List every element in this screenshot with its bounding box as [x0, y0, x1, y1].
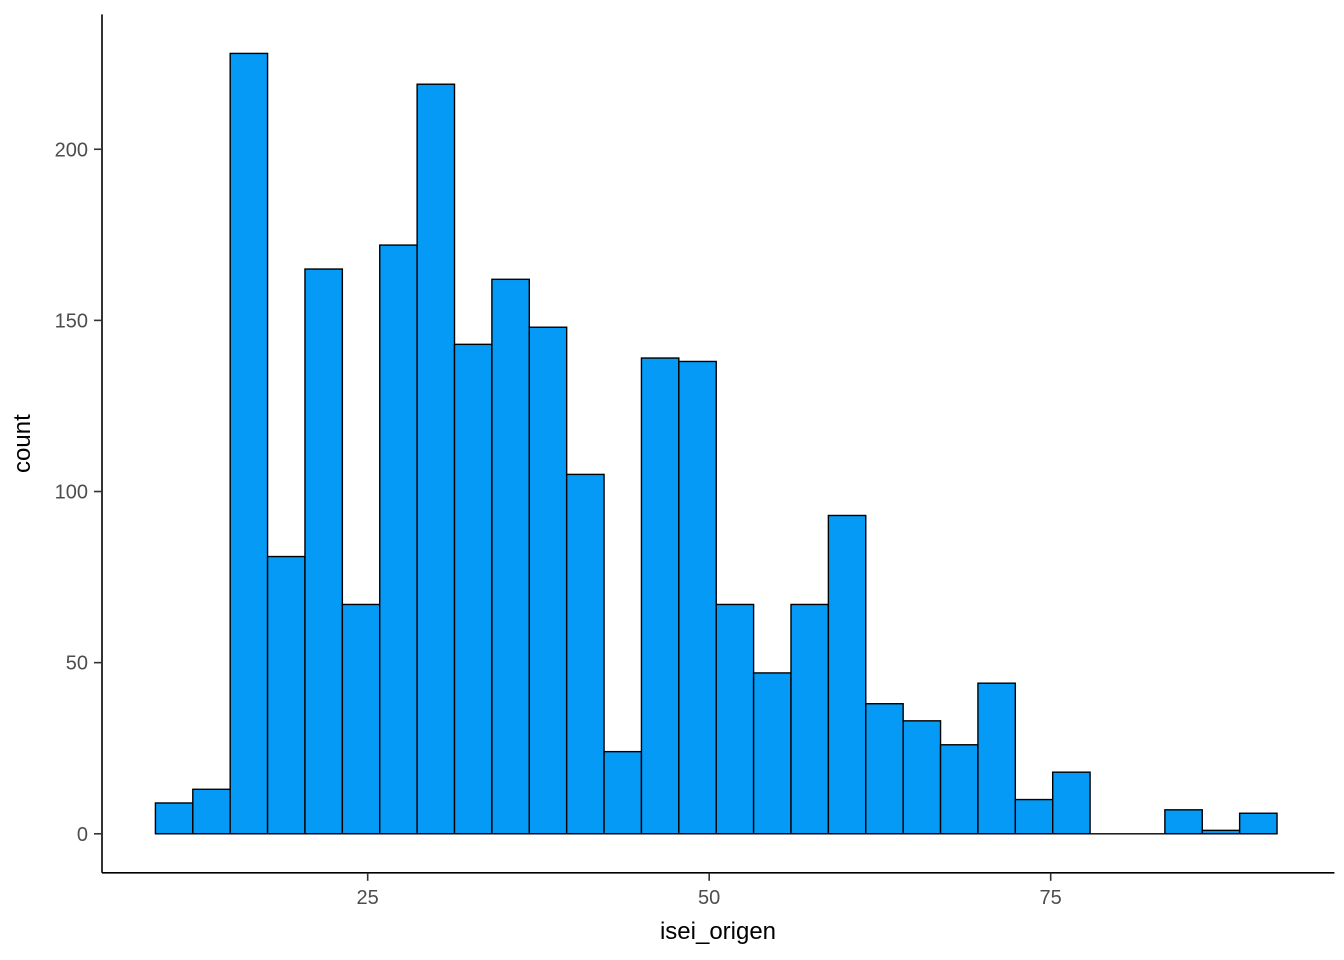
histogram-bar — [416, 83, 456, 835]
y-axis-tick-label: 50 — [66, 653, 88, 675]
histogram-bar — [192, 788, 231, 835]
histogram-bar — [528, 326, 568, 835]
plot-area: 25 50 75 0 50 100 150 200 — [55, 14, 1335, 909]
histogram-bar — [229, 52, 269, 835]
x-axis-title: isei_origen — [660, 918, 776, 945]
x-axis-tick-label: 25 — [357, 887, 379, 909]
histogram-bar — [1051, 771, 1091, 835]
y-axis-tick-label: 100 — [55, 482, 88, 504]
x-axis-tick-label: 75 — [1040, 887, 1062, 909]
histogram-bar — [491, 278, 530, 835]
histogram-bar — [1164, 809, 1203, 835]
histogram-bar — [154, 802, 194, 835]
histogram-bar — [640, 357, 680, 835]
histogram-bar — [678, 360, 717, 835]
histogram-bar — [902, 720, 942, 835]
histogram-bar — [453, 343, 493, 835]
histogram-bar — [827, 514, 867, 835]
histogram-bar — [304, 268, 344, 835]
histogram-bar — [865, 703, 904, 835]
histogram-bar — [379, 244, 418, 835]
y-axis-tick-label: 0 — [77, 824, 88, 846]
histogram-bar — [1014, 798, 1054, 835]
histogram-bar — [1201, 829, 1241, 835]
histogram-bar — [341, 603, 381, 835]
histogram-bar — [1238, 812, 1278, 835]
histogram-bar — [977, 682, 1017, 835]
histogram-bar — [266, 555, 306, 835]
histogram-bar — [752, 672, 792, 835]
y-axis-title: count — [9, 414, 36, 473]
histogram-bar — [939, 744, 979, 835]
y-axis-tick-label: 150 — [55, 310, 88, 332]
histogram-bar — [790, 603, 830, 835]
histogram-bar — [565, 473, 605, 835]
histogram-bar — [715, 603, 755, 835]
histogram-bar — [603, 750, 643, 835]
x-axis-tick-label: 50 — [698, 887, 720, 909]
y-axis-tick-label: 200 — [55, 139, 88, 161]
